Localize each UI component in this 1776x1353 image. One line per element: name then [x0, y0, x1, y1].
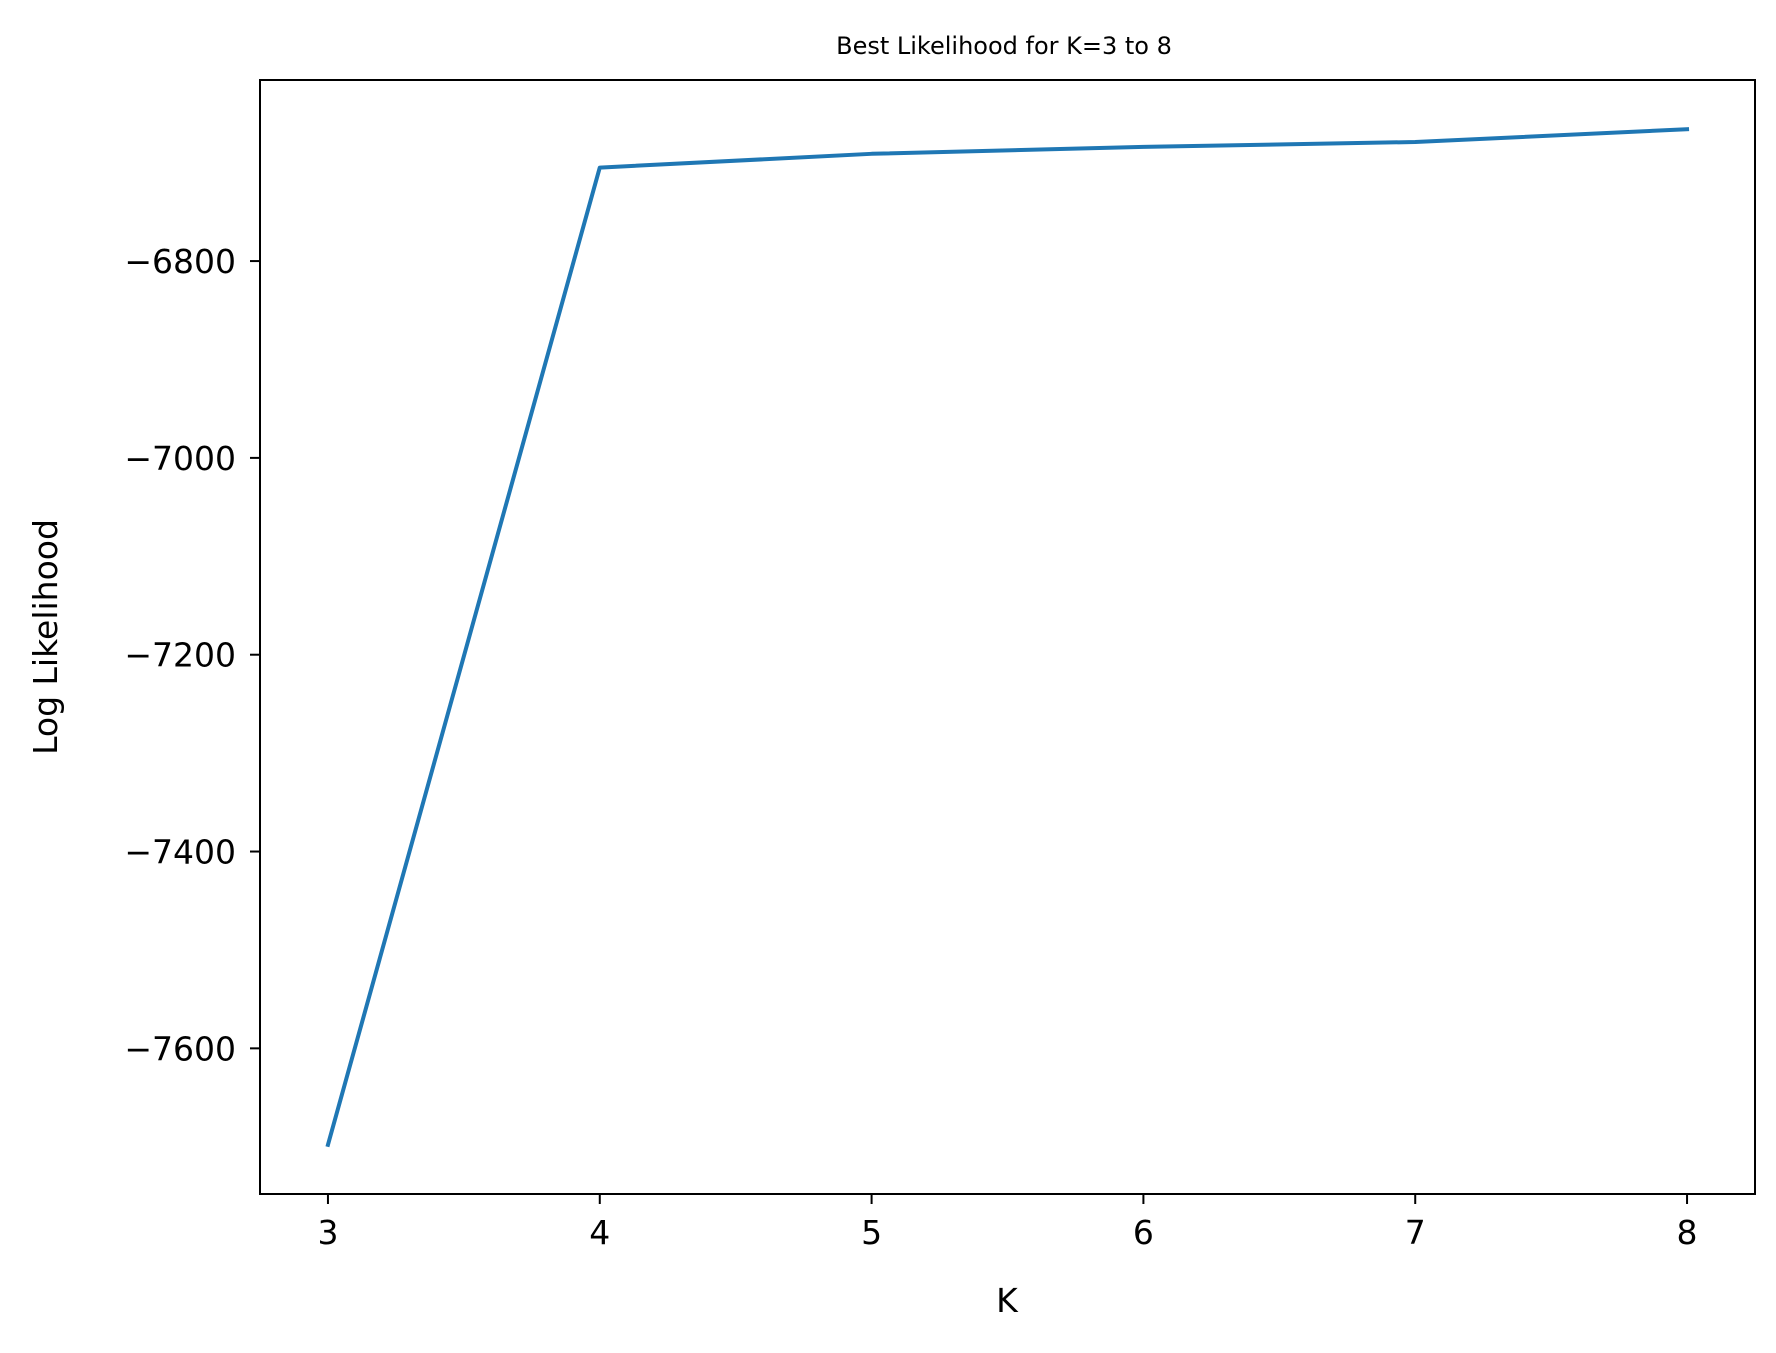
x-tick-label: 3	[317, 1213, 338, 1252]
plot-area	[325, 127, 1690, 1148]
x-axis: 3 4 5 6 7 8	[317, 1194, 1698, 1252]
series-line-0	[325, 127, 1690, 1148]
x-tick-label: 7	[1405, 1213, 1426, 1252]
y-tick-label: −7600	[124, 1029, 236, 1068]
y-tick-label: −7000	[124, 439, 236, 478]
chart-title: Best Likelihood for K=3 to 8	[836, 32, 1172, 60]
axes-frame	[259, 79, 1756, 1195]
x-tick-label: 5	[861, 1213, 882, 1252]
y-axis-label: Log Likelihood	[26, 519, 65, 755]
y-axis: −7600 −7400 −7200 −7000 −6800	[124, 242, 260, 1068]
y-tick-label: −6800	[124, 242, 236, 281]
y-tick-label: −7400	[124, 833, 236, 872]
y-tick-label: −7200	[124, 636, 236, 675]
x-tick-label: 8	[1677, 1213, 1698, 1252]
x-tick-label: 6	[1133, 1213, 1154, 1252]
x-axis-label: K	[996, 1281, 1019, 1320]
x-tick-label: 4	[589, 1213, 610, 1252]
